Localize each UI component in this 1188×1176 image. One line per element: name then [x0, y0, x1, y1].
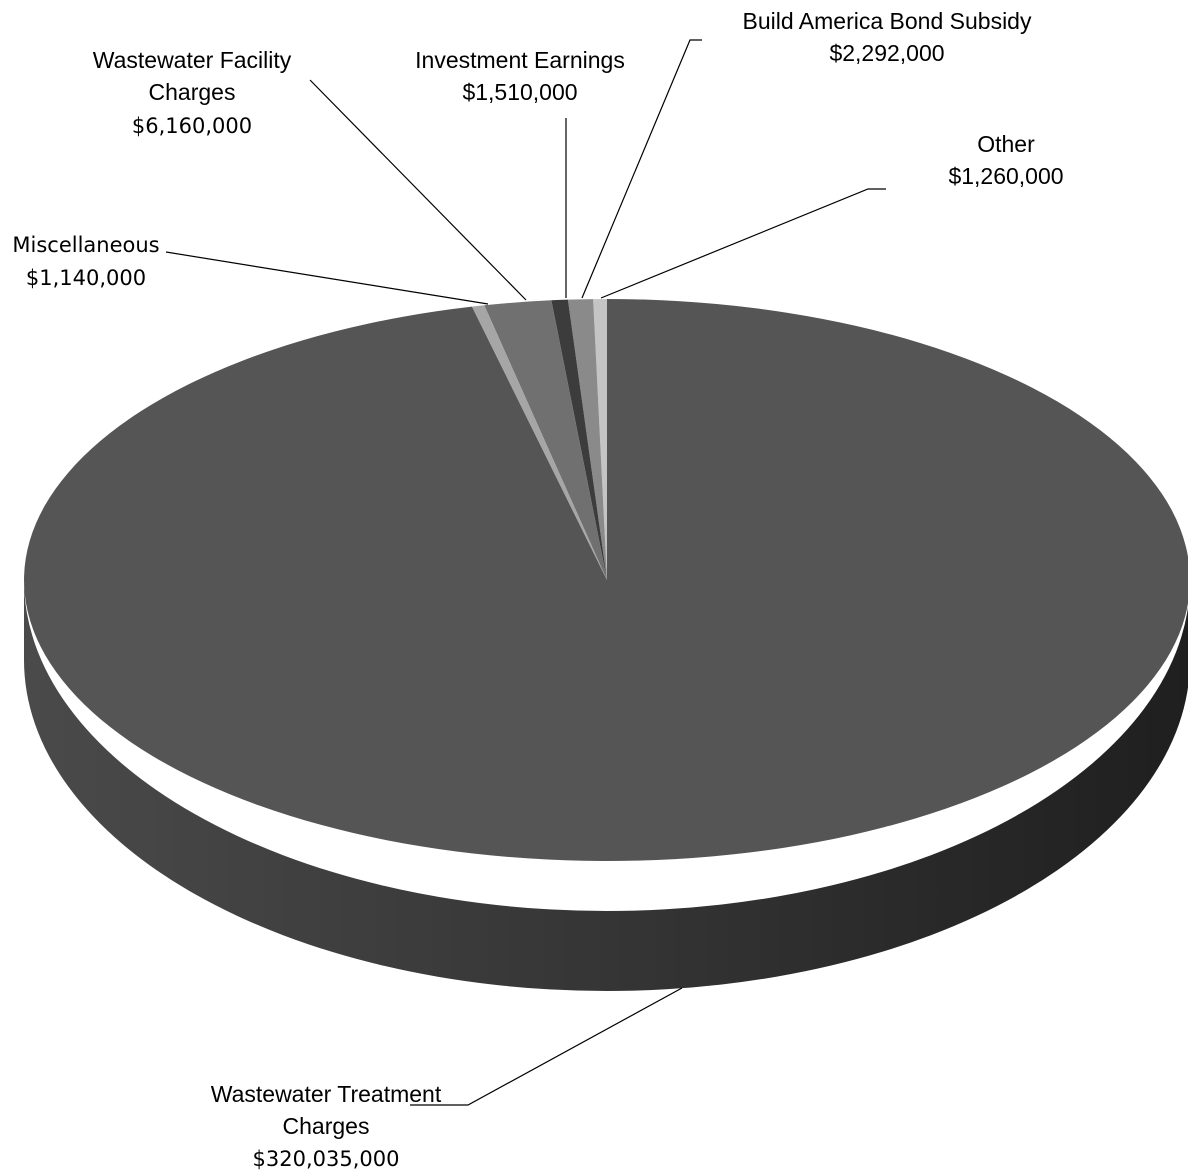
- pie-slice-bond: [567, 299, 607, 580]
- label-misc-name: Miscellaneous: [12, 233, 159, 257]
- leader-line-other: [600, 188, 886, 299]
- label-misc-value: $1,140,000: [26, 266, 146, 290]
- label-facility-name-2: Charges: [149, 79, 236, 105]
- label-treatment-value: $320,035,000: [253, 1147, 400, 1171]
- label-facility-value: $6,160,000: [132, 114, 252, 138]
- leader-line-misc: [165, 251, 489, 305]
- label-invest-name: Investment Earnings: [415, 47, 625, 73]
- label-facility-name-1: Wastewater Facility: [93, 47, 292, 73]
- label-bond-value: $2,292,000: [829, 40, 944, 66]
- leader-line-facility: [309, 79, 527, 301]
- label-bond: Build America Bond Subsidy $2,292,000: [743, 8, 1032, 66]
- pie-slice-invest: [551, 299, 607, 580]
- label-treatment-name-2: Charges: [283, 1113, 370, 1139]
- label-invest: Investment Earnings $1,510,000: [415, 47, 625, 105]
- label-misc: Miscellaneous $1,140,000: [12, 233, 159, 290]
- label-other-name: Other: [977, 131, 1035, 157]
- label-invest-value: $1,510,000: [462, 79, 577, 105]
- leader-line-bond: [581, 39, 702, 299]
- label-other-value: $1,260,000: [948, 163, 1063, 189]
- pie-slice-other: [593, 299, 607, 580]
- pie-slice-facility: [484, 300, 607, 580]
- label-facility: Wastewater Facility Charges $6,160,000: [93, 47, 292, 138]
- label-bond-name: Build America Bond Subsidy: [743, 8, 1032, 34]
- pie-side-wall: [24, 580, 1188, 991]
- label-treatment-name-1: Wastewater Treatment: [211, 1081, 442, 1107]
- leader-line-treatment: [410, 987, 683, 1106]
- pie-slice-treatment: [24, 299, 1188, 861]
- pie-slice-misc: [472, 305, 607, 580]
- label-other: Other $1,260,000: [948, 131, 1063, 189]
- pie-slices: [24, 299, 1188, 861]
- leader-lines: [165, 39, 886, 1106]
- label-treatment: Wastewater Treatment Charges $320,035,00…: [211, 1081, 442, 1171]
